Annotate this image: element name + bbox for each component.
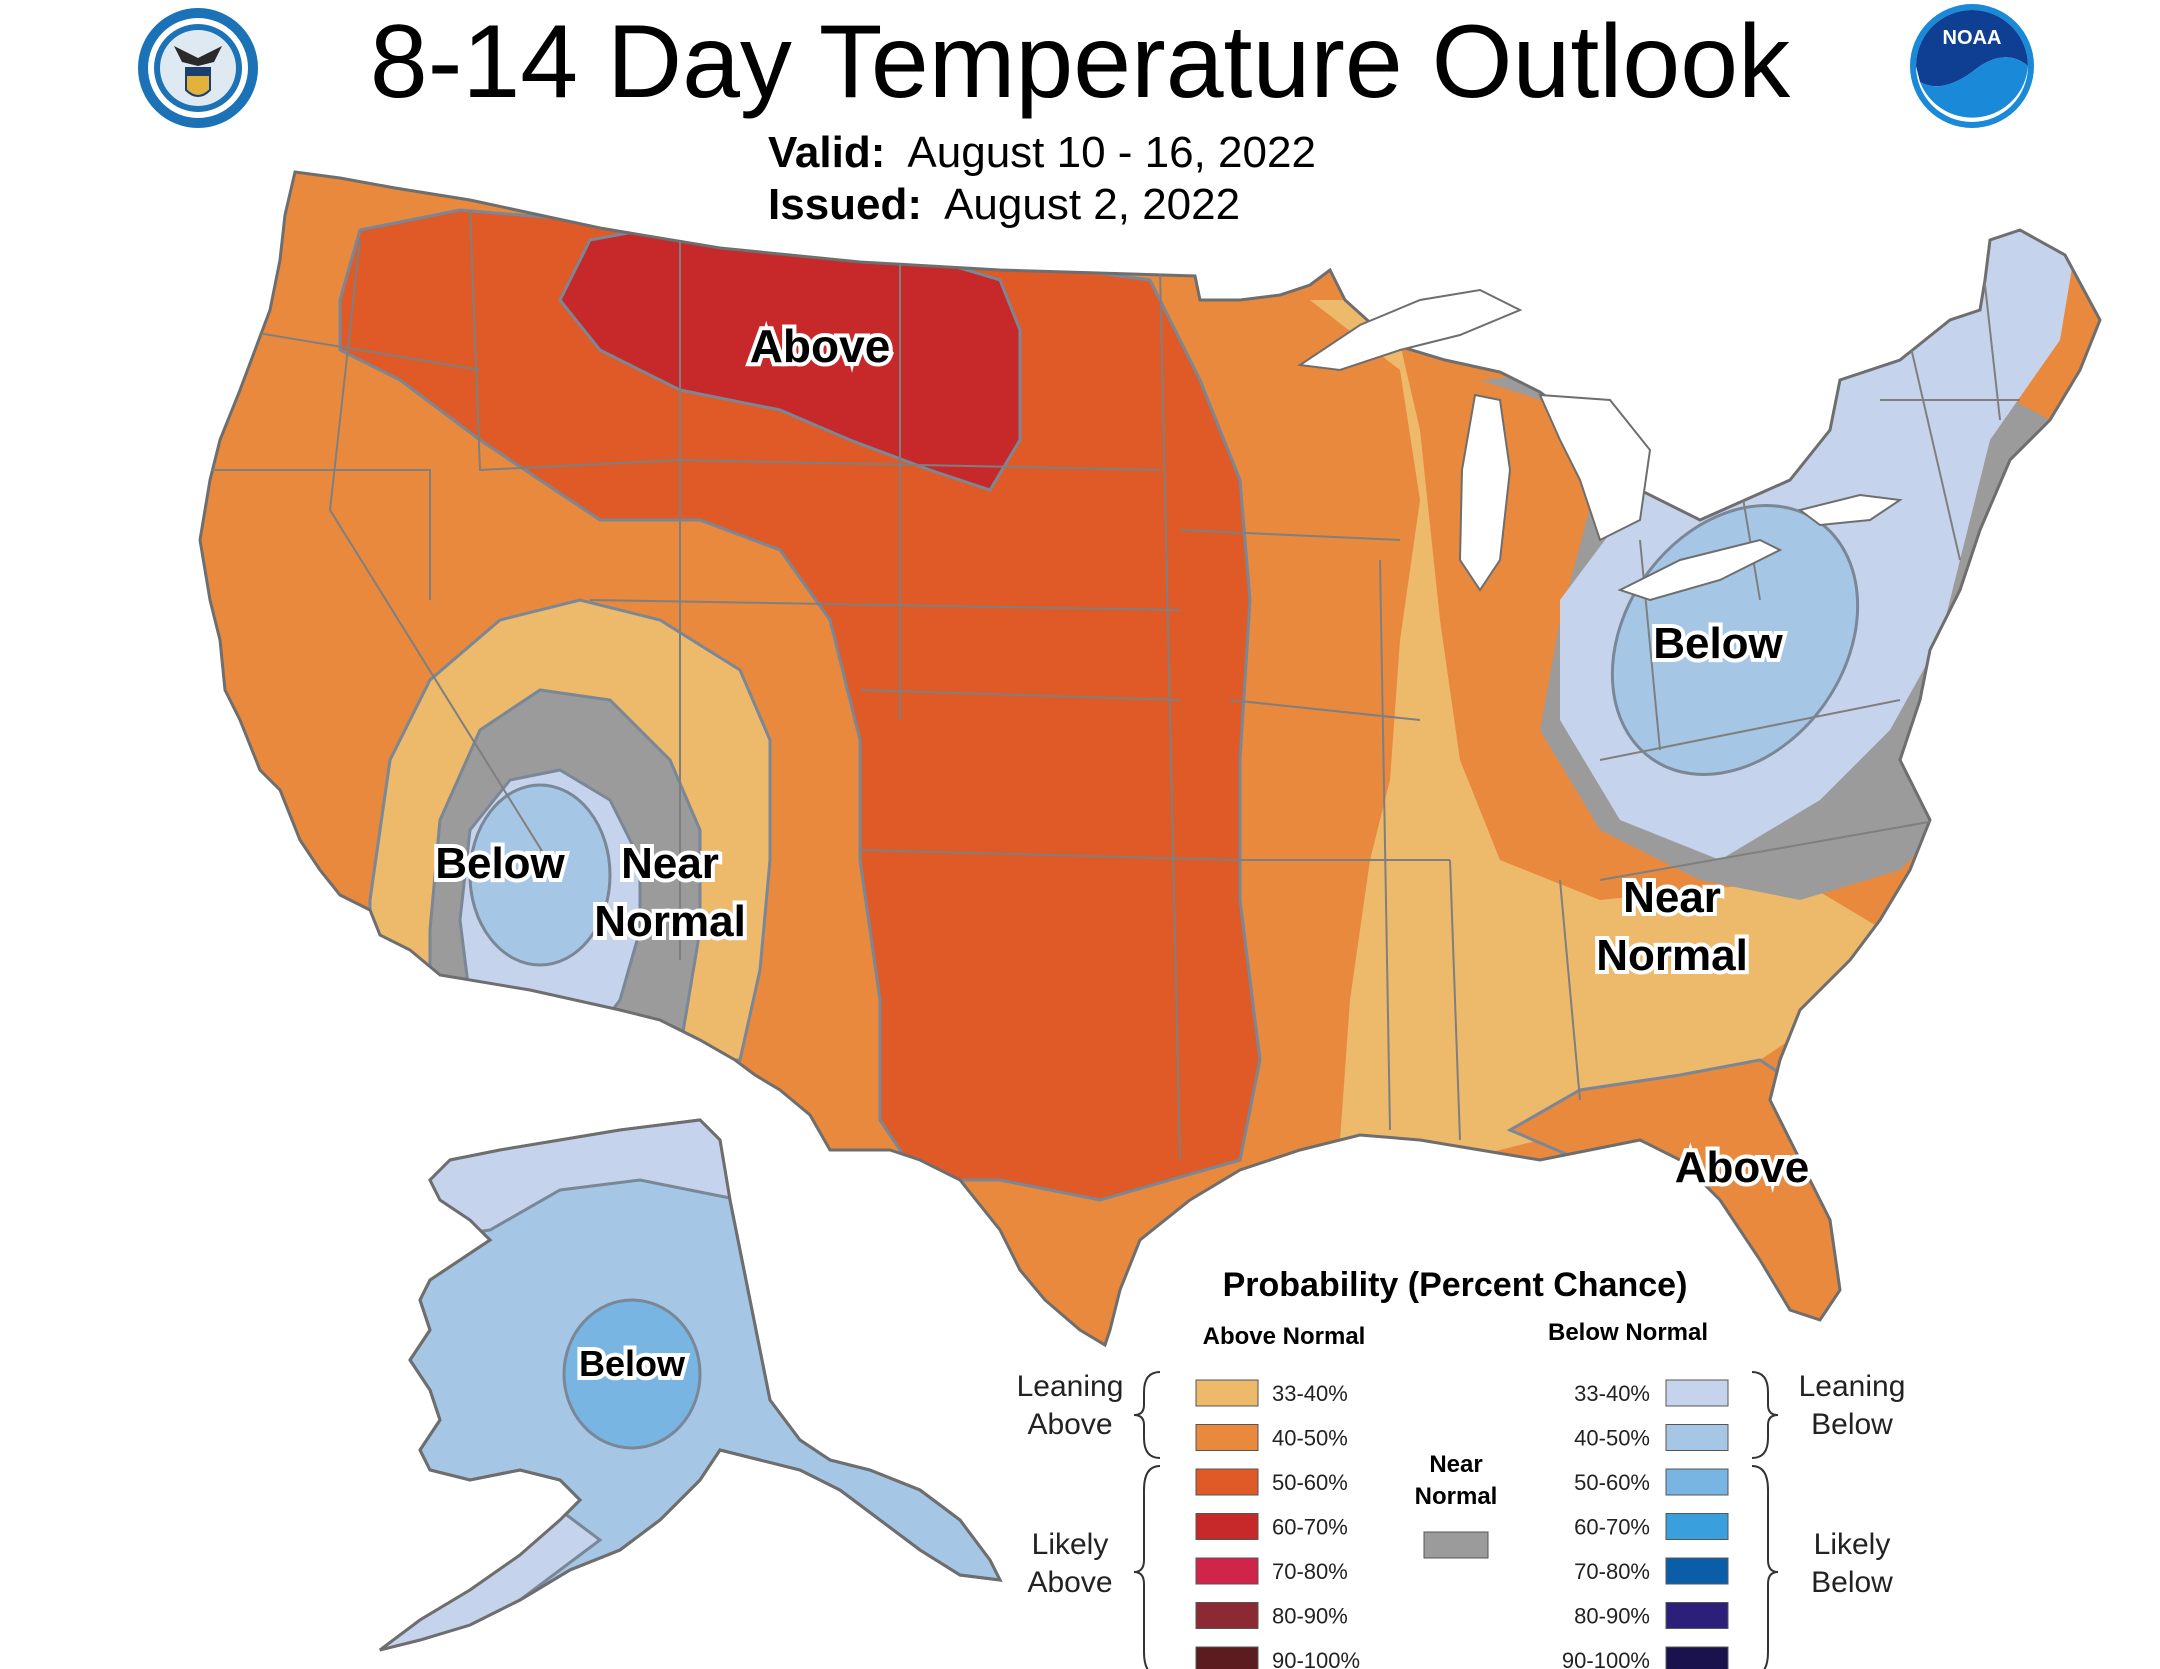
legend-below-swatch-6 [1665,1646,1729,1669]
legend-below-range-label-3: 60-70% [1574,1515,1650,1540]
legend-below-range-label-6: 90-100% [1562,1648,1650,1669]
alaska-southwest-leaning-below-zone [380,1508,603,1650]
label-alaska-below: Below [579,1343,686,1384]
legend-likely-below-line2: Below [1811,1566,1893,1599]
legend-above-range-label-0: 33-40% [1272,1381,1348,1406]
legend-above-swatch-0 [1195,1379,1259,1407]
label-southwest-below: Below [435,839,565,888]
legend-title: Probability (Percent Chance) [1223,1266,1688,1304]
legend-likely-above-line2: Above [1027,1566,1112,1599]
noaa-logo: NOAA [1910,4,2034,128]
legend-above-range-label-1: 40-50% [1272,1426,1348,1451]
legend-above-swatch-1 [1195,1424,1259,1451]
legend-below-header: Below Normal [1548,1319,1708,1346]
lake-ontario [1797,493,1903,527]
legend-likely-above-line1: Likely [1032,1528,1109,1561]
conus-probability-regions [338,208,2080,1345]
legend-below-range-label-2: 50-60% [1574,1470,1650,1495]
brace-leaning-above [1133,1371,1161,1459]
southwest-below-zone [468,783,612,967]
legend-above-swatch-2 [1195,1468,1259,1496]
lake-huron [1538,393,1652,542]
lake-superior [1297,288,1523,372]
legend-below-swatch-1 [1665,1424,1729,1451]
legend-above-range-label-4: 70-80% [1272,1559,1348,1584]
legend-below-swatch-0 [1665,1379,1729,1407]
legend-above-rows: 33-40% 40-50% 50-60% 60-70% 70-80% 80-90% 90-1… [1195,1379,1360,1669]
map-title: 8-14 Day Temperature Outlook [369,4,1791,120]
legend-below-swatch-2 [1665,1468,1729,1496]
label-north-plains-above: Above [750,320,891,372]
midwest-leaning-above-zone [1310,300,1900,1160]
legend-likely-below-line1: Likely [1814,1528,1891,1561]
legend-near-normal-line1: Near [1429,1451,1482,1478]
brace-likely-below [1751,1465,1779,1669]
legend-above-range-label-3: 60-70% [1272,1515,1348,1540]
label-southeast-normal: Normal [1596,931,1748,980]
florida-above-zone [1506,1058,1882,1345]
lake-michigan [1458,393,1512,592]
valid-label: Valid: [768,128,886,177]
legend-below-swatch-4 [1665,1557,1729,1585]
noaa-logo-text: NOAA [1943,27,2002,49]
legend-above-swatch-5 [1195,1602,1259,1629]
legend-above-header: Above Normal [1203,1323,1366,1350]
label-southeast-near: Near [1623,873,1721,922]
legend-below-swatch-5 [1665,1602,1729,1629]
legend-below-range-label-5: 80-90% [1574,1604,1650,1629]
label-southwest-near: Near [621,839,719,888]
lake-erie [1617,538,1783,602]
legend-near-normal-line2: Normal [1415,1483,1498,1510]
legend-below-rows: 33-40% 40-50% 50-60% 60-70% 70-80% 80-90% 90-1… [1562,1379,1729,1669]
legend-above-range-label-6: 90-100% [1272,1648,1360,1669]
legend-near-normal-swatch [1423,1531,1489,1559]
legend-leaning-above-line2: Above [1027,1408,1112,1441]
brace-likely-above [1133,1465,1161,1669]
legend-leaning-below-line1: Leaning [1799,1370,1906,1403]
probability-legend: Probability (Percent Chance) Above Norma… [1017,1266,1906,1669]
brace-leaning-below [1751,1371,1779,1459]
legend-leaning-above-line1: Leaning [1017,1370,1124,1403]
legend-below-range-label-1: 40-50% [1574,1426,1650,1451]
legend-below-range-label-0: 33-40% [1574,1381,1650,1406]
label-ohio-valley-below: Below [1653,619,1783,668]
legend-below-range-label-4: 70-80% [1574,1559,1650,1584]
valid-value: August 10 - 16, 2022 [907,128,1316,177]
alaska-below-zone [562,1298,702,1450]
department-of-commerce-seal [138,8,258,128]
legend-above-swatch-4 [1195,1557,1259,1585]
legend-below-swatch-3 [1665,1513,1729,1540]
legend-above-range-label-5: 80-90% [1272,1604,1348,1629]
legend-leaning-below-line2: Below [1811,1408,1893,1441]
legend-above-range-label-2: 50-60% [1272,1470,1348,1495]
state-boundaries [210,209,2020,1161]
issued-value: August 2, 2022 [944,180,1241,229]
issued-label: Issued: [768,180,923,229]
label-florida-above: Above [1675,1143,1809,1192]
issued-line: Issued: August 2, 2022 [768,180,1240,230]
valid-line: Valid: August 10 - 16, 2022 [768,128,1316,178]
legend-above-swatch-3 [1195,1513,1259,1540]
great-lakes [1297,288,1903,602]
label-southwest-normal: Normal [594,897,746,946]
legend-above-swatch-6 [1195,1646,1259,1669]
